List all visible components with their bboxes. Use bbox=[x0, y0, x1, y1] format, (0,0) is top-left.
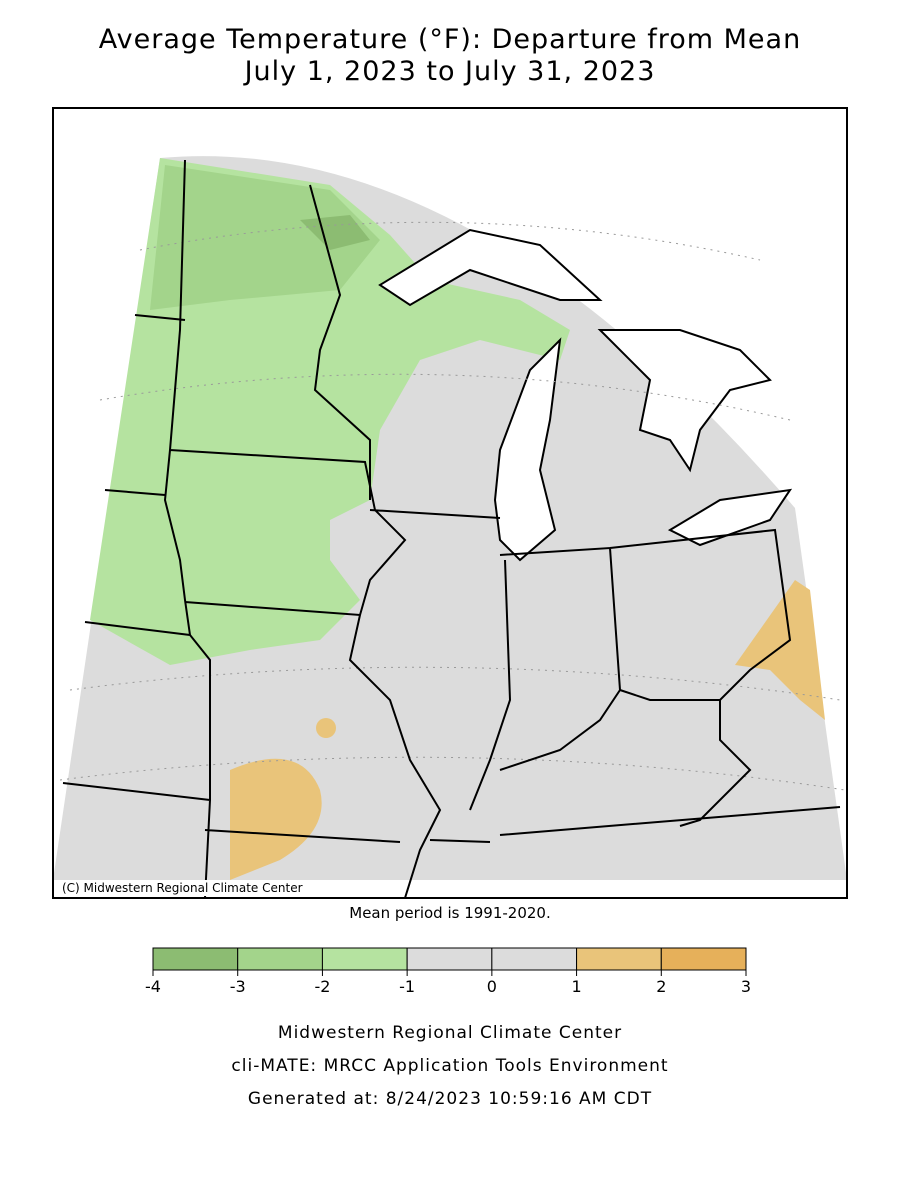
footer-line: Midwestern Regional Climate Center bbox=[278, 1023, 622, 1043]
map-frame bbox=[52, 107, 848, 899]
lake-superior bbox=[378, 228, 603, 307]
footer-line: cli-MATE: MRCC Application Tools Environ… bbox=[231, 1056, 668, 1076]
lake-erie bbox=[667, 488, 793, 547]
legend-swatch bbox=[237, 947, 323, 971]
title-line: July 1, 2023 to July 31, 2023 bbox=[243, 56, 656, 87]
mean-period-note: Mean period is 1991-2020. bbox=[349, 904, 550, 922]
graticule bbox=[59, 221, 846, 791]
legend-tick-label: 1 bbox=[571, 977, 581, 996]
legend-tick-label: 3 bbox=[741, 977, 751, 996]
warm-area bbox=[735, 580, 825, 720]
legend-tick-label: -1 bbox=[399, 977, 415, 996]
legend-swatch bbox=[491, 947, 578, 971]
legend-tick-label: -2 bbox=[314, 977, 330, 996]
legend-tick-label: -4 bbox=[145, 977, 161, 996]
legend-tick-label: 2 bbox=[656, 977, 666, 996]
cold-area bbox=[300, 215, 370, 250]
title-line: Average Temperature (°F): Departure from… bbox=[99, 24, 801, 55]
legend-tick-label: 0 bbox=[487, 977, 497, 996]
lake-huron bbox=[597, 329, 772, 473]
map: (C) Midwestern Regional Climate Center bbox=[52, 107, 848, 899]
warm-area bbox=[316, 718, 336, 738]
lake-michigan bbox=[493, 337, 562, 562]
cool-area bbox=[150, 165, 380, 310]
legend-swatch bbox=[406, 947, 493, 971]
copyright-bg bbox=[56, 880, 336, 896]
legend-swatch bbox=[152, 947, 239, 971]
copyright: (C) Midwestern Regional Climate Center bbox=[62, 881, 303, 895]
warm-area bbox=[230, 758, 322, 880]
legend-swatch bbox=[321, 947, 408, 971]
legend-tick-label: -3 bbox=[230, 977, 246, 996]
footer-line: Generated at: 8/24/2023 10:59:16 AM CDT bbox=[248, 1089, 652, 1109]
legend-swatch bbox=[576, 947, 662, 971]
state-borders bbox=[62, 159, 841, 899]
color-legend: -4 -3 -2 -1 0 1 2 3 bbox=[145, 947, 751, 996]
legend-swatch bbox=[660, 947, 747, 971]
